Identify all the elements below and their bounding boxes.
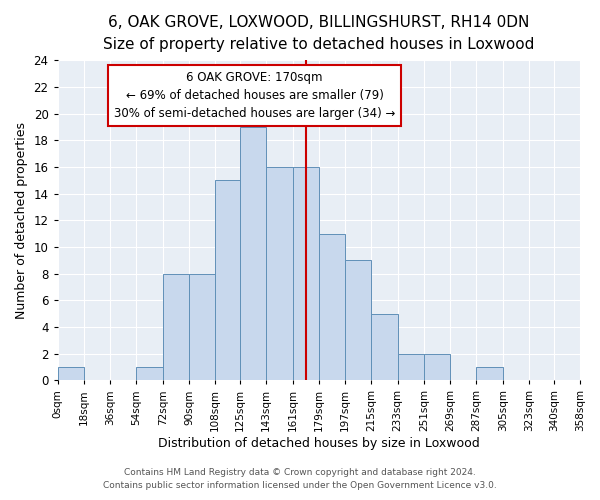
Text: 6 OAK GROVE: 170sqm
← 69% of detached houses are smaller (79)
30% of semi-detach: 6 OAK GROVE: 170sqm ← 69% of detached ho… (114, 71, 395, 120)
Title: 6, OAK GROVE, LOXWOOD, BILLINGSHURST, RH14 0DN
Size of property relative to deta: 6, OAK GROVE, LOXWOOD, BILLINGSHURST, RH… (103, 15, 535, 52)
Bar (136, 367, 163, 380)
X-axis label: Distribution of detached houses by size in Loxwood: Distribution of detached houses by size … (158, 437, 479, 450)
Bar (189, 274, 215, 380)
Y-axis label: Number of detached properties: Number of detached properties (15, 122, 28, 319)
Bar (215, 180, 240, 380)
Bar (319, 234, 345, 380)
Bar (345, 260, 371, 380)
Bar (424, 354, 450, 380)
Bar (58, 367, 84, 380)
Bar (476, 367, 503, 380)
Bar (371, 314, 398, 380)
Bar (266, 167, 293, 380)
Bar (293, 167, 319, 380)
Bar (163, 274, 189, 380)
Bar (398, 354, 424, 380)
Text: Contains HM Land Registry data © Crown copyright and database right 2024.
Contai: Contains HM Land Registry data © Crown c… (103, 468, 497, 490)
Bar (240, 127, 266, 380)
